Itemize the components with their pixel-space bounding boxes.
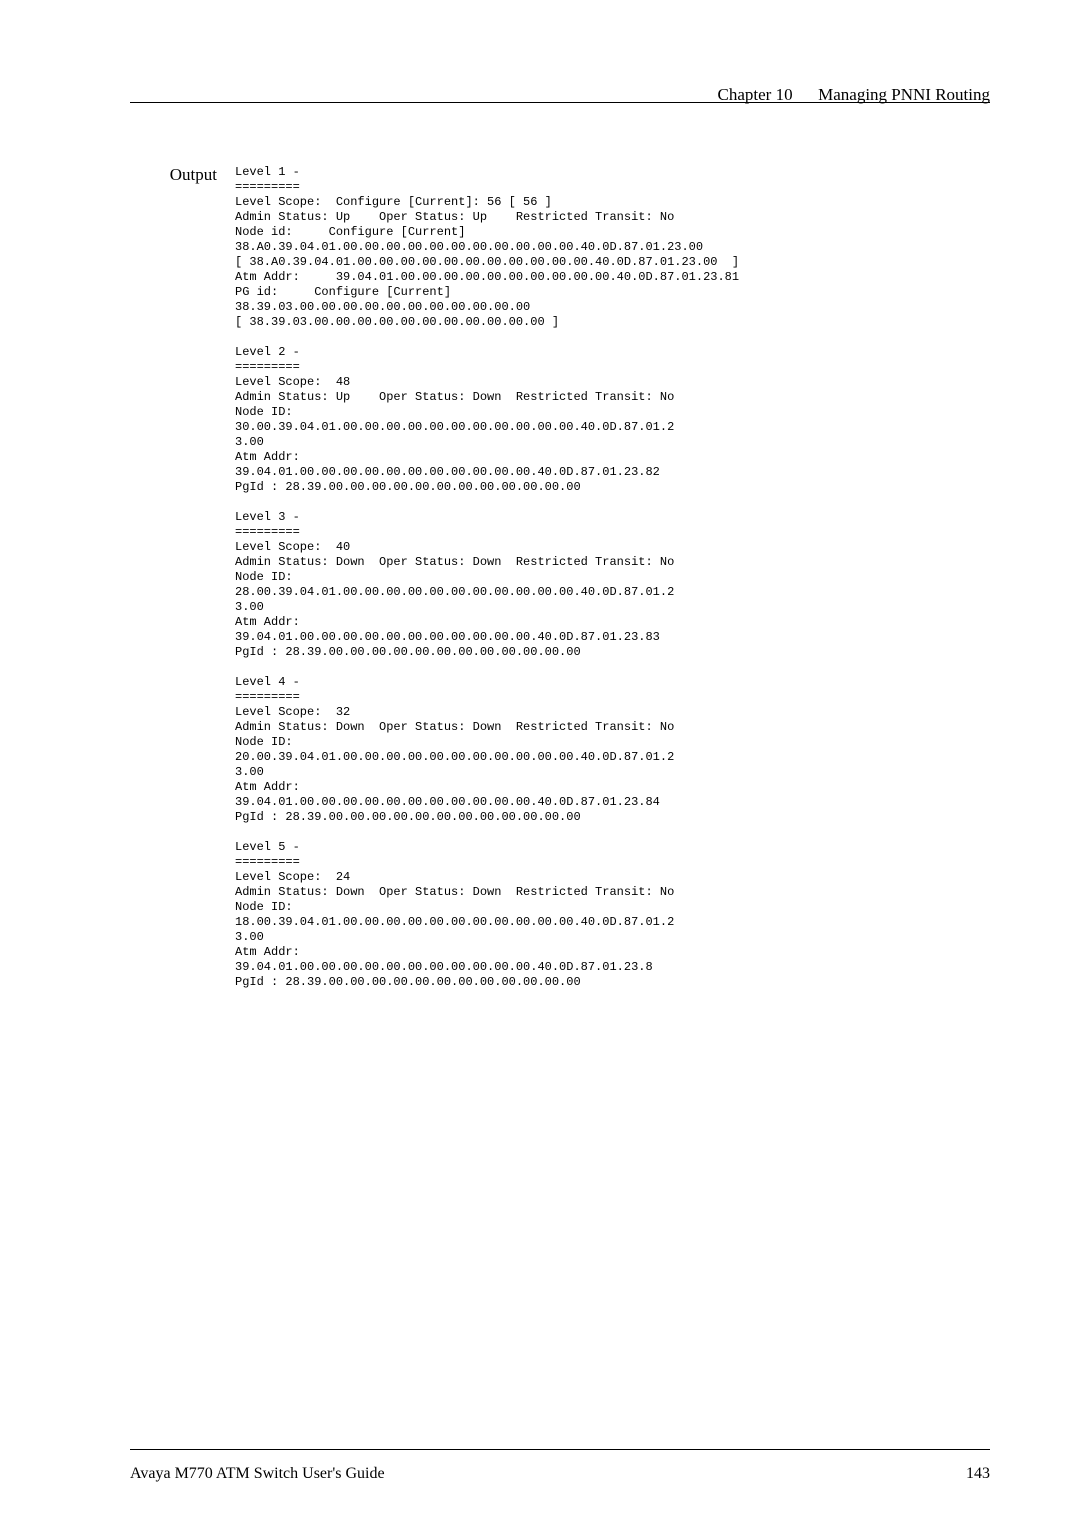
footer-rule (130, 1449, 990, 1450)
header-rule (130, 102, 990, 103)
footer-guide: Avaya M770 ATM Switch User's Guide (130, 1465, 385, 1483)
footer: Avaya M770 ATM Switch User's Guide 143 (130, 1465, 990, 1483)
footer-page: 143 (966, 1465, 990, 1483)
content: Output Level 1 - ========= Level Scope: … (130, 165, 990, 990)
code-output: Level 1 - ========= Level Scope: Configu… (235, 165, 990, 990)
output-label: Output (130, 165, 235, 185)
